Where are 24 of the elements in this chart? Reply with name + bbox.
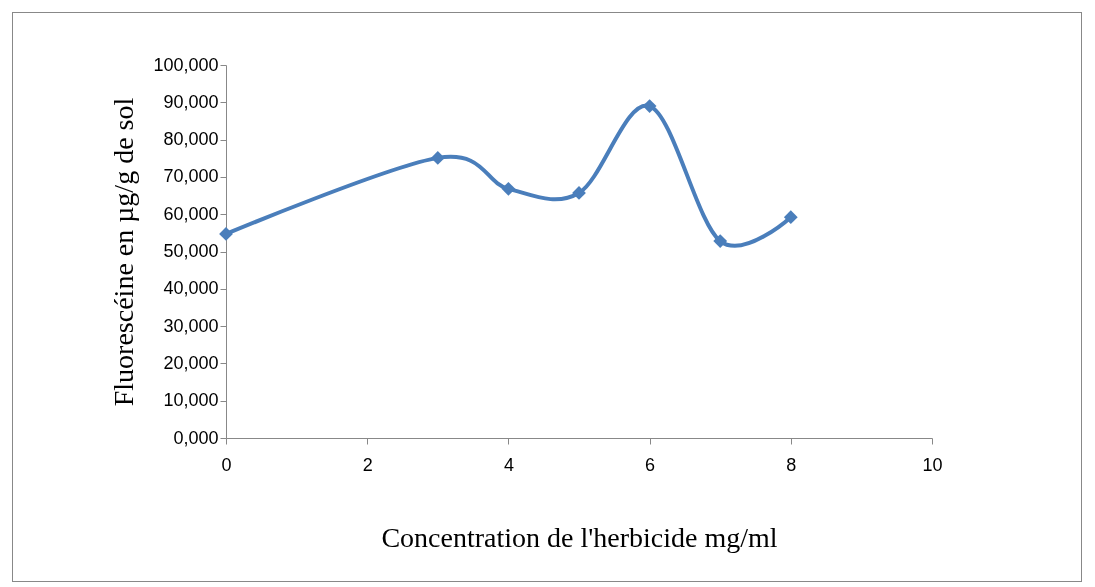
x-tick-label: 0 — [221, 454, 232, 475]
y-tick-label: 60,000 — [163, 203, 219, 224]
y-tick-label: 0,000 — [173, 427, 219, 448]
x-tick-label: 2 — [362, 454, 373, 475]
x-tick-label: 6 — [645, 454, 656, 475]
y-tick-label: 40,000 — [163, 278, 219, 299]
y-tick-label: 100,000 — [153, 54, 219, 75]
y-tick-label: 10,000 — [163, 390, 219, 411]
y-axis-title: Fluorescéine en µg/g de sol — [108, 97, 140, 407]
point — [430, 150, 445, 165]
y-tick-label: 30,000 — [163, 315, 219, 336]
x-tick-label: 10 — [922, 454, 943, 475]
point — [501, 181, 516, 196]
y-tick-label: 70,000 — [163, 166, 219, 187]
x-tick-label: 8 — [786, 454, 797, 475]
y-tick-label: 80,000 — [163, 129, 219, 150]
y-tick-label: 90,000 — [163, 91, 219, 112]
x-axis-title: Concentration de l'herbicide mg/ml — [381, 521, 778, 553]
point — [642, 99, 657, 113]
y-tick-label: 50,000 — [163, 241, 219, 261]
x-tick-label: 4 — [503, 454, 514, 475]
point — [713, 234, 728, 248]
y-tick-label: 20,000 — [163, 352, 219, 373]
point — [783, 210, 798, 225]
